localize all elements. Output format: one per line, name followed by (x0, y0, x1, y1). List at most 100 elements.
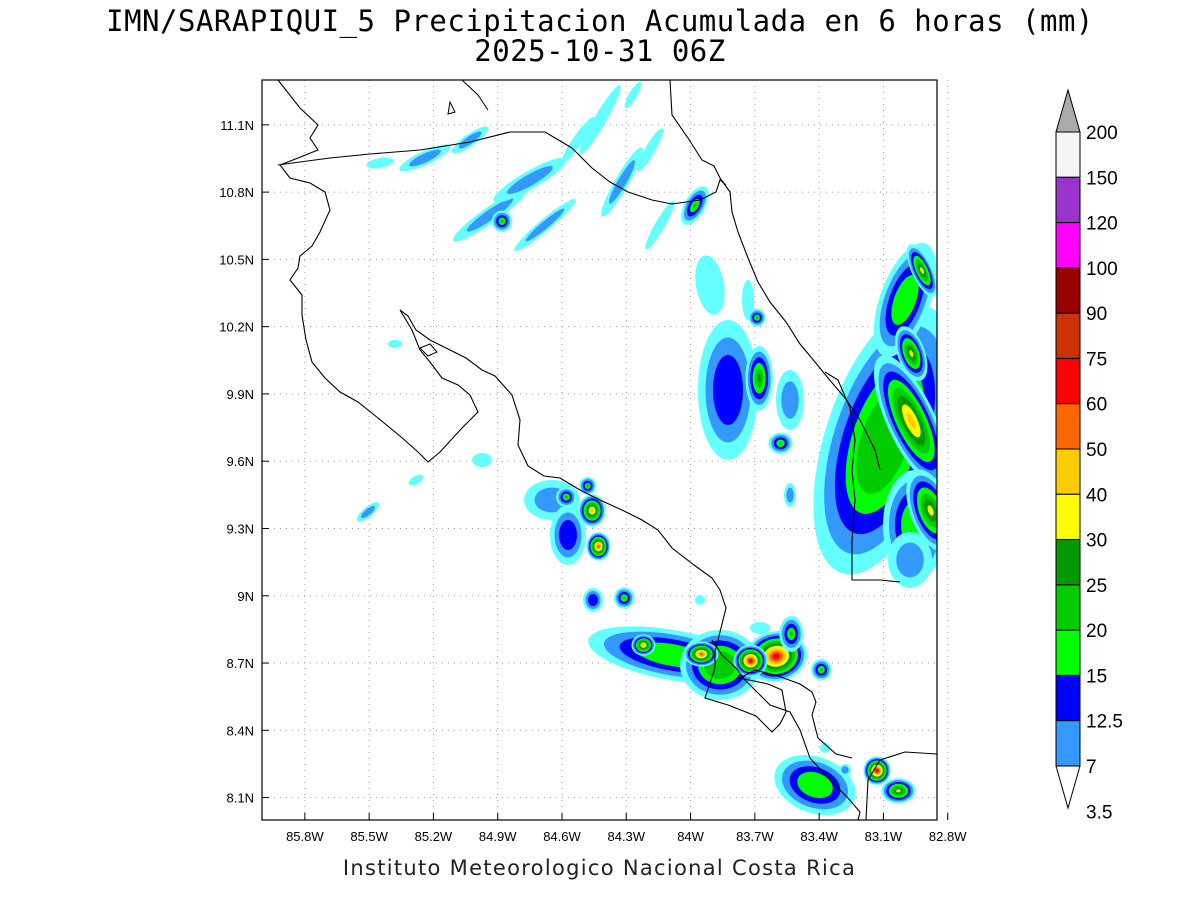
colorbar-label: 7 (1086, 757, 1097, 778)
rain-swath (608, 160, 636, 204)
rain-swath (695, 595, 705, 605)
rain-swath (472, 453, 492, 467)
rain-cell (755, 316, 759, 320)
precipitation-field (356, 81, 937, 815)
rain-cell (772, 653, 781, 660)
x-axis-ticks: 85.8W 85.5W 85.2W 84.9W 84.6W 84.3W 84W 83.7W 83… (286, 813, 967, 844)
colorbar-label: 15 (1086, 666, 1107, 687)
x-tick-label: 83.1W (865, 829, 903, 844)
rain-swath (891, 275, 919, 325)
colorbar-swatch (1055, 584, 1081, 631)
rain-cell (909, 350, 914, 357)
rain-cell (819, 668, 823, 672)
rain-cell (564, 495, 568, 499)
rain-swath (579, 85, 621, 155)
rain-swath (797, 771, 833, 799)
colorbar-label: 12.5 (1086, 712, 1123, 733)
rain-swath (781, 381, 799, 419)
nicaragua-coastline (461, 80, 489, 111)
rain-swath (507, 166, 553, 194)
y-tick-label: 9.6N (227, 454, 254, 469)
colorbar-label: 90 (1086, 304, 1107, 325)
x-tick-label: 85.2W (415, 829, 453, 844)
rain-cell (641, 643, 645, 647)
rain-cell (927, 505, 934, 516)
rain-swath (561, 116, 595, 164)
chart-title: IMN/SARAPIQUI_5 Precipitacion Acumulada … (106, 4, 1094, 38)
y-tick-label: 11.1N (220, 118, 254, 133)
colorbar-swatch (1055, 403, 1081, 450)
colorbar-label: 30 (1086, 531, 1107, 552)
rain-cell (757, 374, 761, 383)
rain-cell (748, 658, 753, 663)
colorbar-swatch (1055, 629, 1081, 676)
panama-coastline (865, 751, 937, 820)
chart-subtitle-date: 2025-10-31 06Z (474, 34, 726, 68)
colorbar-top-triangle (1055, 88, 1081, 133)
rain-swath (820, 743, 830, 753)
plot-frame (261, 79, 938, 821)
rain-swath (361, 505, 375, 519)
panama-border-south (711, 639, 861, 820)
x-tick-label: 84.3W (607, 829, 645, 844)
colorbar-swatch (1055, 312, 1081, 359)
panama-border (824, 371, 901, 583)
rain-swath (525, 208, 565, 242)
rain-swath (588, 594, 598, 606)
rain-cell (875, 768, 879, 773)
y-tick-label: 9.9N (227, 387, 254, 402)
lake-nicaragua-islet (447, 100, 456, 115)
colorbar-label: 150 (1086, 168, 1118, 189)
rain-swath (786, 487, 794, 503)
rain-swath (366, 157, 394, 169)
y-tick-label: 10.5N (219, 252, 254, 267)
rain-swath (713, 355, 743, 425)
rain-swath (695, 255, 725, 315)
x-tick-label: 85.5W (350, 829, 388, 844)
colorbar-swatch (1055, 222, 1081, 269)
rain-cell (500, 219, 504, 223)
colorbar-label: 100 (1086, 259, 1118, 280)
gulf-island (419, 343, 438, 357)
pacific-coastline (277, 80, 853, 759)
rain-swath (636, 128, 664, 172)
colorbar-label: 3.5 (1086, 802, 1112, 823)
colorbar-label: 40 (1086, 485, 1107, 506)
colorbar-label: 75 (1086, 349, 1107, 370)
caribbean-coastline (669, 80, 881, 471)
colorbar-swatch (1055, 357, 1081, 405)
x-tick-label: 83.4W (800, 829, 838, 844)
x-tick-label: 84.9W (479, 829, 517, 844)
rain-swath (388, 340, 402, 348)
colorbar-swatch (1055, 448, 1081, 495)
colorbar-label: 60 (1086, 395, 1107, 416)
x-tick-label: 85.8W (286, 829, 324, 844)
colorbar-swatch (1055, 267, 1081, 314)
rain-cell (906, 412, 916, 430)
colorbar-swatch (1055, 674, 1081, 722)
rain-swath (559, 520, 577, 550)
colorbar-swatch (1055, 493, 1081, 541)
x-tick-label: 84W (677, 829, 704, 844)
x-tick-label: 84.6W (543, 829, 581, 844)
colorbar-legend: 200 150 120 100 90 75 60 50 40 30 25 20 15 12.5 7 3.5 (1055, 88, 1123, 823)
colorbar-label: 20 (1086, 621, 1107, 642)
rain-swath (624, 81, 642, 109)
x-tick-label: 82.8W (929, 829, 967, 844)
rain-swath (409, 149, 441, 167)
rain-cell (596, 544, 600, 549)
y-tick-label: 8.1N (227, 791, 254, 806)
rain-swath (645, 200, 675, 250)
coastline (277, 80, 937, 820)
colorbar-label: 50 (1086, 440, 1107, 461)
colorbar-swatch (1055, 720, 1081, 767)
nicaragua-border (277, 131, 727, 205)
colorbar-swatch (1055, 131, 1081, 178)
y-tick-label: 8.4N (227, 723, 254, 738)
rain-cell (692, 203, 697, 209)
y-tick-label: 10.8N (219, 185, 254, 200)
rain-swath (750, 622, 770, 634)
colorbar-label: 25 (1086, 576, 1107, 597)
y-tick-label: 9N (237, 589, 254, 604)
